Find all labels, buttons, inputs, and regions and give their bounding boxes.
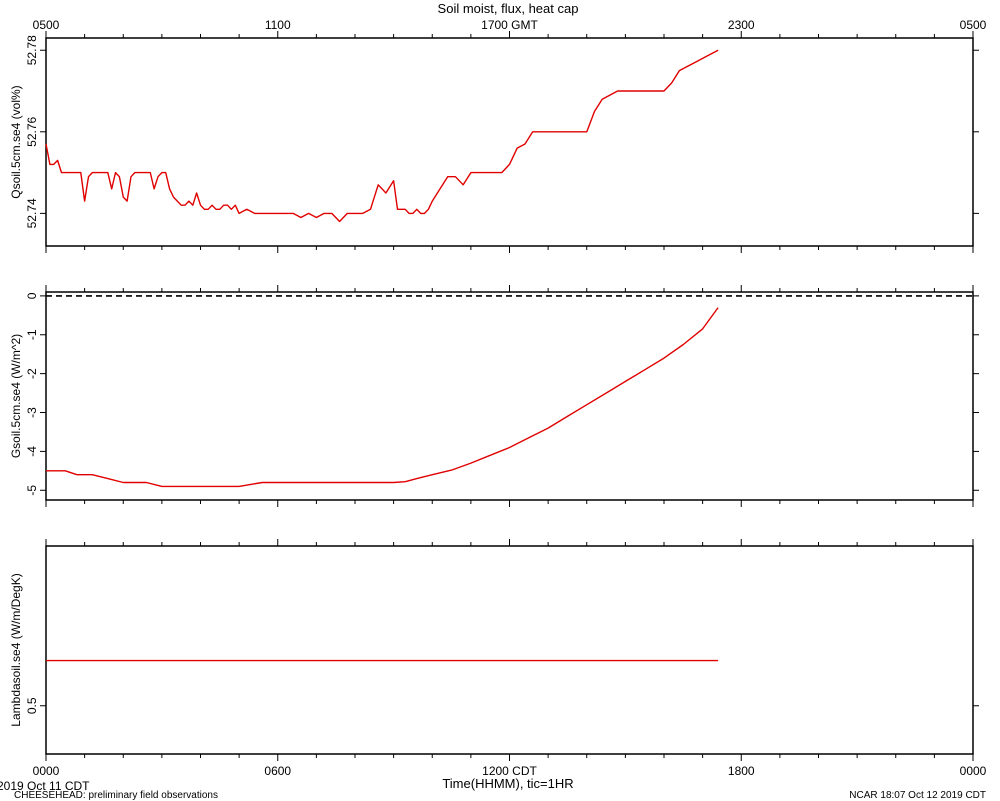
series-line bbox=[45, 49, 719, 223]
x-axis-label: Time(HHMM), tic=1HR bbox=[442, 776, 573, 791]
panel-frame bbox=[45, 545, 974, 755]
y-axis-label: Qsoil.5cm.se4 (vol%) bbox=[9, 85, 23, 198]
chart-title: Soil moist, flux, heat cap bbox=[438, 1, 579, 16]
top-tick-label: 2300 bbox=[728, 18, 755, 32]
y-tick-label: 0.5 bbox=[25, 697, 39, 714]
y-axis-label: Lambdasoil.se4 (W/m/DegK) bbox=[9, 573, 23, 726]
footer-date: 2019 Oct 11 CDT bbox=[0, 779, 90, 793]
footer-credit: NCAR 18:07 Oct 12 2019 CDT bbox=[849, 790, 986, 801]
panel-frame bbox=[45, 37, 974, 247]
y-tick-label: -4 bbox=[25, 446, 39, 457]
panel-frame bbox=[45, 291, 974, 501]
bottom-tick-label: 1800 bbox=[728, 764, 755, 778]
top-tick-label: 0500 bbox=[960, 18, 987, 32]
y-tick-label: 0 bbox=[25, 292, 39, 299]
panel-1: 52.74 52.76 52.78 Qsoil.5cm.se4 (vol%) bbox=[9, 31, 979, 253]
top-tick-label: 0500 bbox=[33, 18, 60, 32]
footer-project: CHEESEHEAD: preliminary field observatio… bbox=[14, 790, 218, 801]
y-tick-label: 52.74 bbox=[25, 198, 39, 228]
bottom-tick-label: 0000 bbox=[960, 764, 987, 778]
panel-2: 0 -1 -2 -3 -4 -5 Gsoil.5cm.se4 (W/m^2) bbox=[9, 285, 979, 507]
series-line bbox=[46, 307, 719, 488]
y-tick-label: -1 bbox=[25, 329, 39, 340]
y-tick-label: 52.76 bbox=[25, 116, 39, 146]
y-tick-label: -5 bbox=[25, 485, 39, 496]
chart-panels: 52.74 52.76 52.78 Qsoil.5cm.se4 (vol%) 0 -1 -2… bbox=[9, 31, 979, 761]
top-time-axis: 0500 1100 1700 GMT 2300 0500 bbox=[33, 18, 987, 32]
bottom-tick-label: 0000 bbox=[33, 764, 60, 778]
y-axis-label: Gsoil.5cm.se4 (W/m^2) bbox=[9, 334, 23, 458]
bottom-tick-label: 1200 CDT bbox=[482, 764, 537, 778]
bottom-time-axis: 0000 0600 1200 CDT 1800 0000 bbox=[33, 764, 987, 778]
y-tick-label: 52.78 bbox=[25, 35, 39, 65]
y-tick-label: -2 bbox=[25, 368, 39, 379]
bottom-tick-label: 0600 bbox=[264, 764, 291, 778]
top-tick-label: 1700 GMT bbox=[481, 18, 538, 32]
y-tick-label: -3 bbox=[25, 407, 39, 418]
top-tick-label: 1100 bbox=[265, 18, 291, 32]
